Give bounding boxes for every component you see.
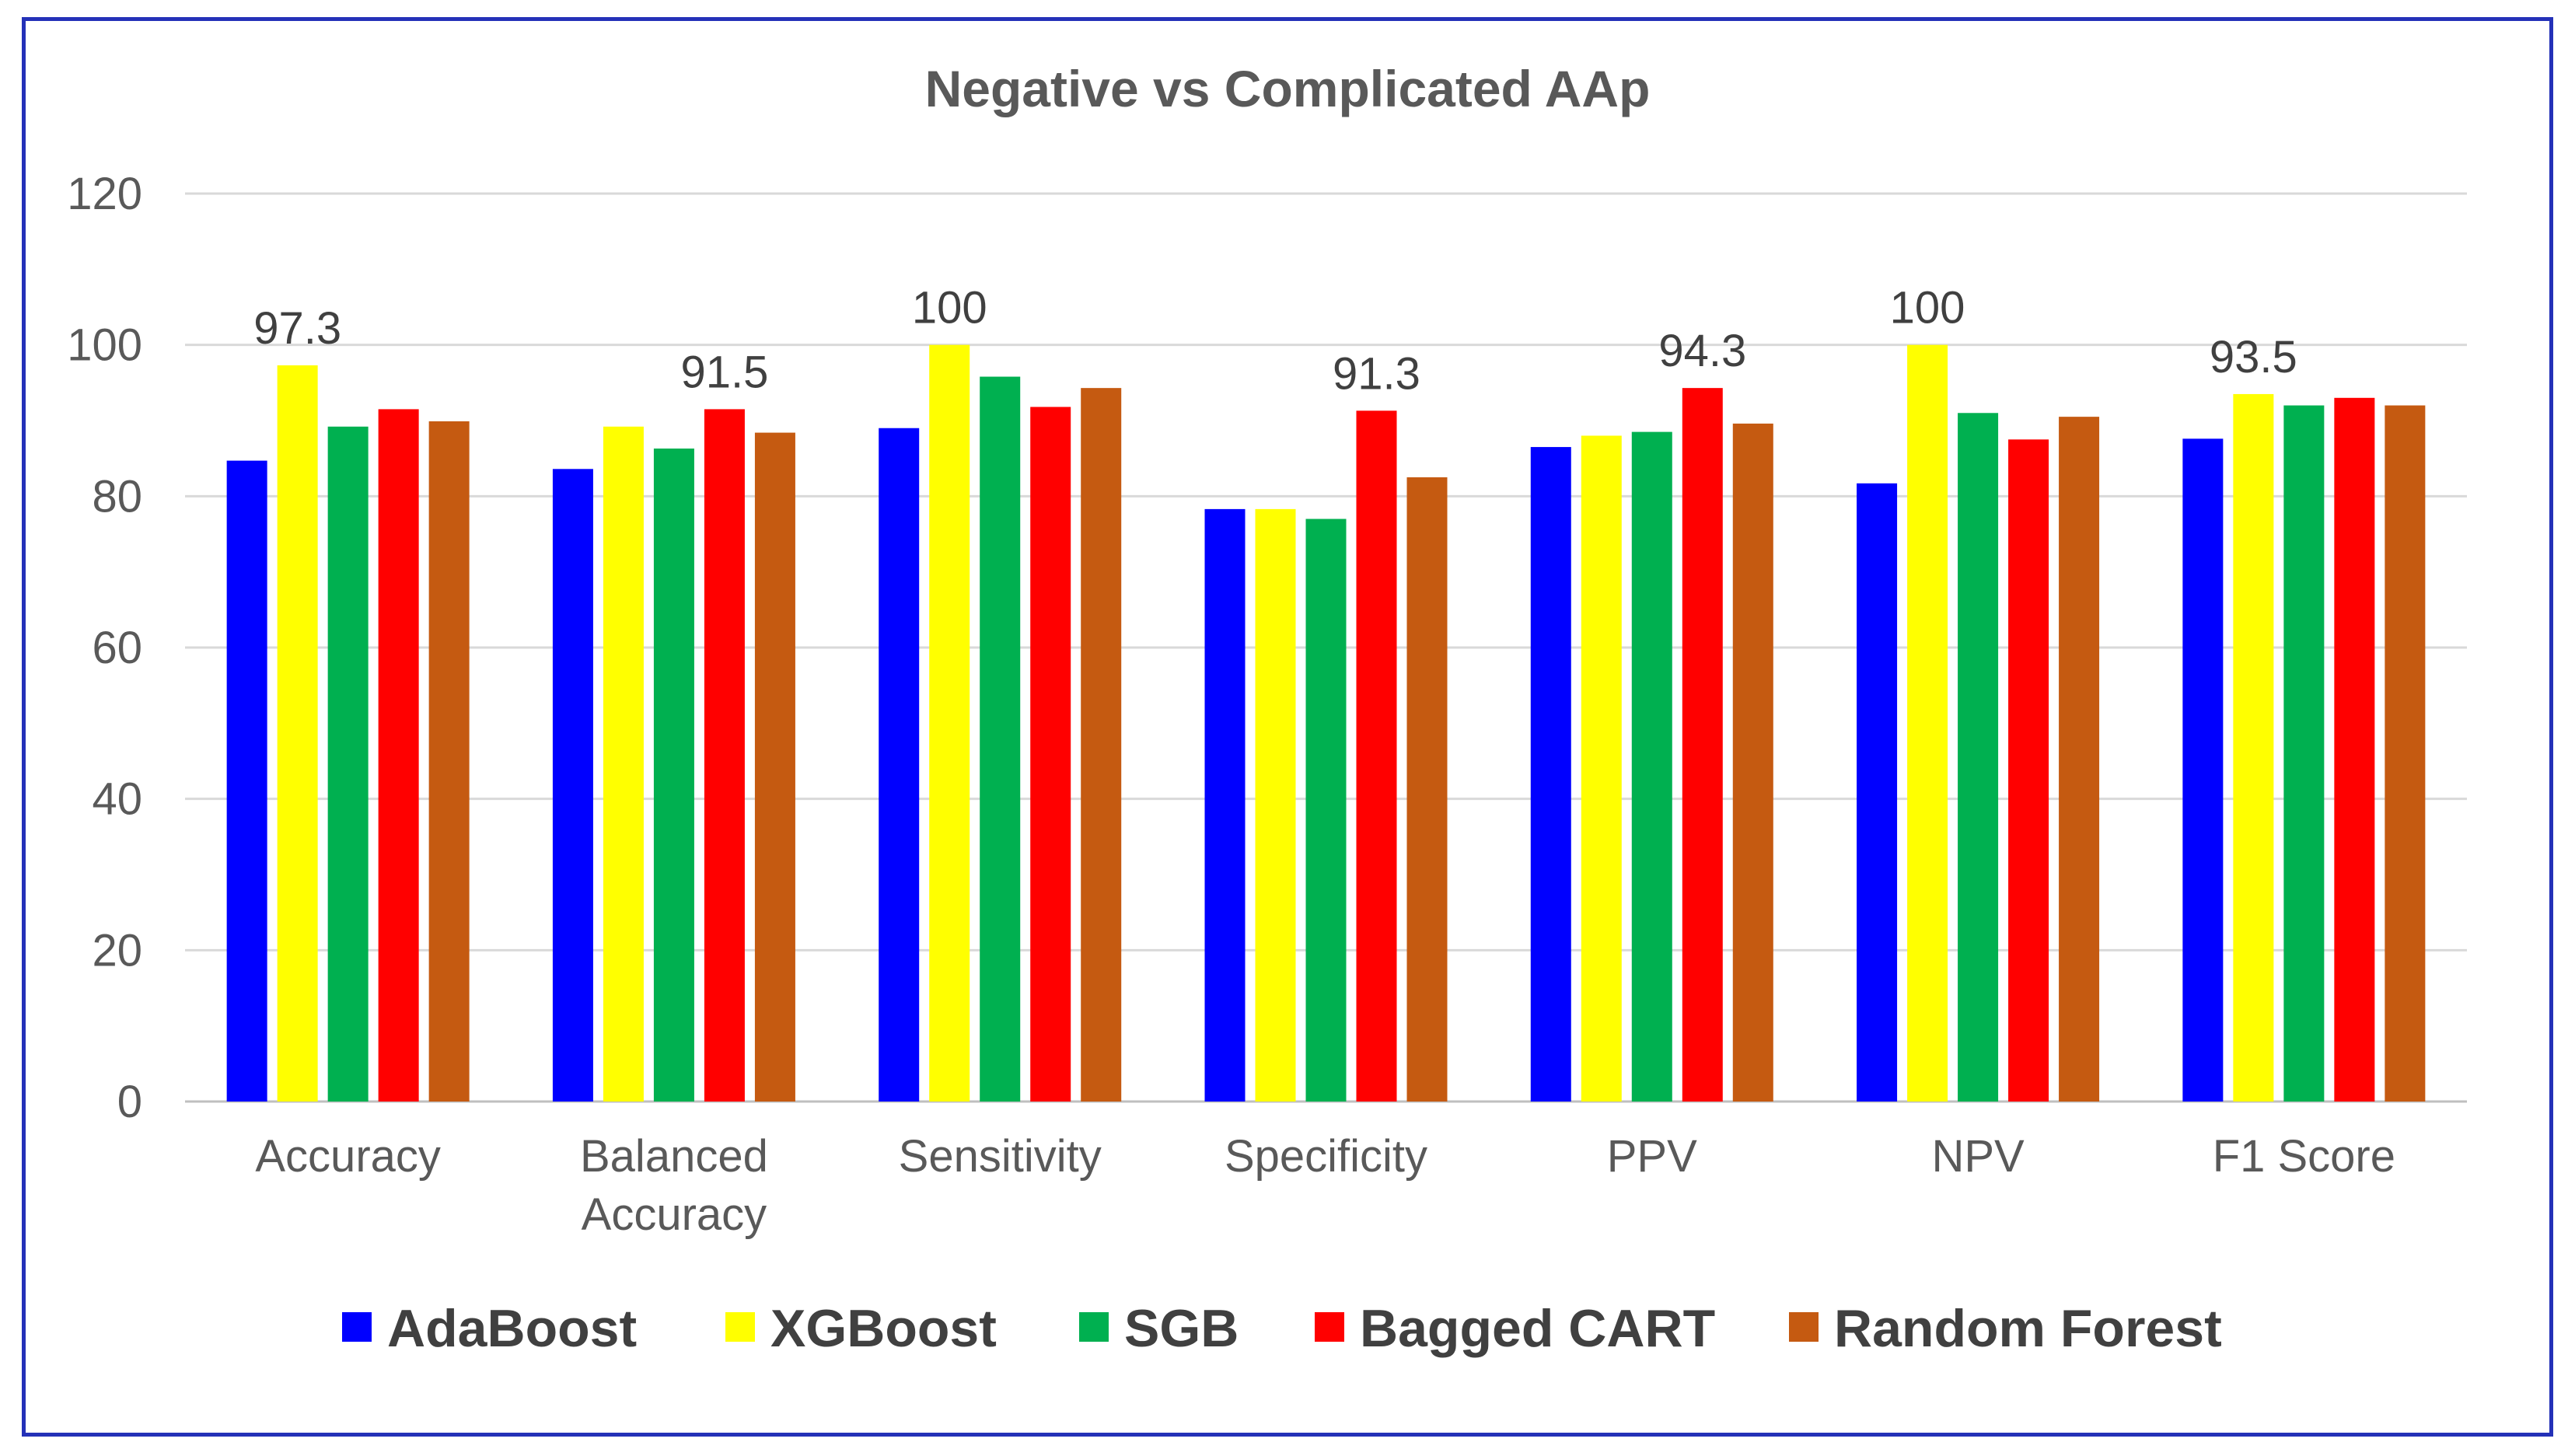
category-label: NPV xyxy=(1931,1131,2025,1182)
data-label: 93.5 xyxy=(2210,332,2297,382)
legend: AdaBoost XGBoost SGB Bagged CART Random Fore… xyxy=(342,1299,2222,1358)
bar-bagged-cart-6 xyxy=(2334,397,2375,1102)
y-tick-label: 100 xyxy=(67,320,142,371)
bar-sgb-5 xyxy=(1958,413,1999,1102)
legend-label: Random Forest xyxy=(1834,1299,2222,1358)
bar-sgb-4 xyxy=(1631,431,1672,1102)
category-label: Accuracy xyxy=(582,1189,767,1240)
legend-label: AdaBoost xyxy=(387,1299,637,1358)
bar-sgb-6 xyxy=(2283,405,2325,1102)
bar-bagged-cart-0 xyxy=(378,409,419,1102)
category-label: Accuracy xyxy=(255,1131,441,1182)
bar-xgboost-2 xyxy=(929,344,970,1102)
y-tick-label: 60 xyxy=(92,623,142,673)
y-tick-label: 120 xyxy=(67,169,142,219)
legend-label: XGBoost xyxy=(770,1299,997,1358)
bar-xgboost-0 xyxy=(277,365,318,1102)
bar-random-forest-6 xyxy=(2385,405,2426,1102)
bar-random-forest-0 xyxy=(428,421,470,1102)
bar-random-forest-2 xyxy=(1081,388,1122,1102)
bar-bagged-cart-1 xyxy=(704,409,745,1102)
bar-xgboost-4 xyxy=(1581,435,1622,1102)
bar-bagged-cart-5 xyxy=(2008,439,2049,1102)
bar-adaboost-1 xyxy=(552,469,593,1102)
bar-adaboost-5 xyxy=(1857,483,1898,1102)
bar-random-forest-1 xyxy=(754,432,795,1102)
bar-xgboost-5 xyxy=(1907,344,1948,1102)
bar-adaboost-4 xyxy=(1530,447,1571,1102)
legend-swatch-adaboost xyxy=(342,1312,372,1342)
bar-random-forest-4 xyxy=(1732,423,1773,1102)
y-tick-label: 40 xyxy=(92,774,142,825)
y-tick-label: 20 xyxy=(92,925,142,976)
y-tick-label: 80 xyxy=(92,471,142,522)
bar-bagged-cart-3 xyxy=(1356,410,1397,1102)
data-label: 100 xyxy=(1890,283,1965,333)
bar-chart: Negative vs Complicated AAp 0 20 40 60 80 100… xyxy=(67,60,2467,1358)
chart-frame: Negative vs Complicated AAp 0 20 40 60 80 100… xyxy=(22,17,2553,1437)
x-axis-categories: Accuracy Balanced Accuracy Sensitivity Speci… xyxy=(255,1131,2395,1240)
bar-random-forest-5 xyxy=(2059,417,2100,1102)
data-label: 91.3 xyxy=(1333,348,1420,399)
bar-xgboost-1 xyxy=(603,426,644,1102)
category-label: F1 Score xyxy=(2213,1131,2395,1182)
category-label: Specificity xyxy=(1225,1131,1427,1182)
legend-label: SGB xyxy=(1124,1299,1239,1358)
bar-random-forest-3 xyxy=(1406,477,1448,1102)
category-label: Balanced xyxy=(580,1131,768,1182)
legend-swatch-random-forest xyxy=(1789,1312,1819,1342)
category-label: Sensitivity xyxy=(899,1131,1102,1182)
category-label: PPV xyxy=(1607,1131,1697,1182)
bar-xgboost-6 xyxy=(2233,393,2274,1102)
bar-adaboost-6 xyxy=(2182,438,2224,1102)
y-axis-ticks: 0 20 40 60 80 100 120 xyxy=(67,169,142,1127)
bar-adaboost-3 xyxy=(1204,508,1246,1102)
data-label: 91.5 xyxy=(680,347,768,397)
bar-sgb-1 xyxy=(653,449,694,1102)
bar-sgb-3 xyxy=(1305,519,1347,1102)
data-labels: 97.3 91.5 100 91.3 94.3 100 93.5 xyxy=(253,283,2297,400)
data-label: 100 xyxy=(912,283,987,333)
legend-label: Bagged CART xyxy=(1360,1299,1715,1358)
bar-adaboost-0 xyxy=(226,460,267,1102)
bars xyxy=(226,344,2426,1102)
bar-sgb-2 xyxy=(980,376,1021,1102)
data-label: 97.3 xyxy=(253,303,341,354)
bar-sgb-0 xyxy=(327,426,369,1102)
bar-xgboost-3 xyxy=(1255,508,1296,1102)
bar-bagged-cart-2 xyxy=(1030,407,1071,1102)
data-label: 94.3 xyxy=(1658,326,1746,376)
bar-adaboost-2 xyxy=(879,428,920,1102)
legend-swatch-xgboost xyxy=(725,1312,755,1342)
legend-swatch-bagged-cart xyxy=(1315,1312,1344,1342)
chart-title: Negative vs Complicated AAp xyxy=(925,60,1651,117)
legend-swatch-sgb xyxy=(1079,1312,1109,1342)
bar-bagged-cart-4 xyxy=(1682,388,1723,1102)
y-tick-label: 0 xyxy=(117,1077,142,1127)
